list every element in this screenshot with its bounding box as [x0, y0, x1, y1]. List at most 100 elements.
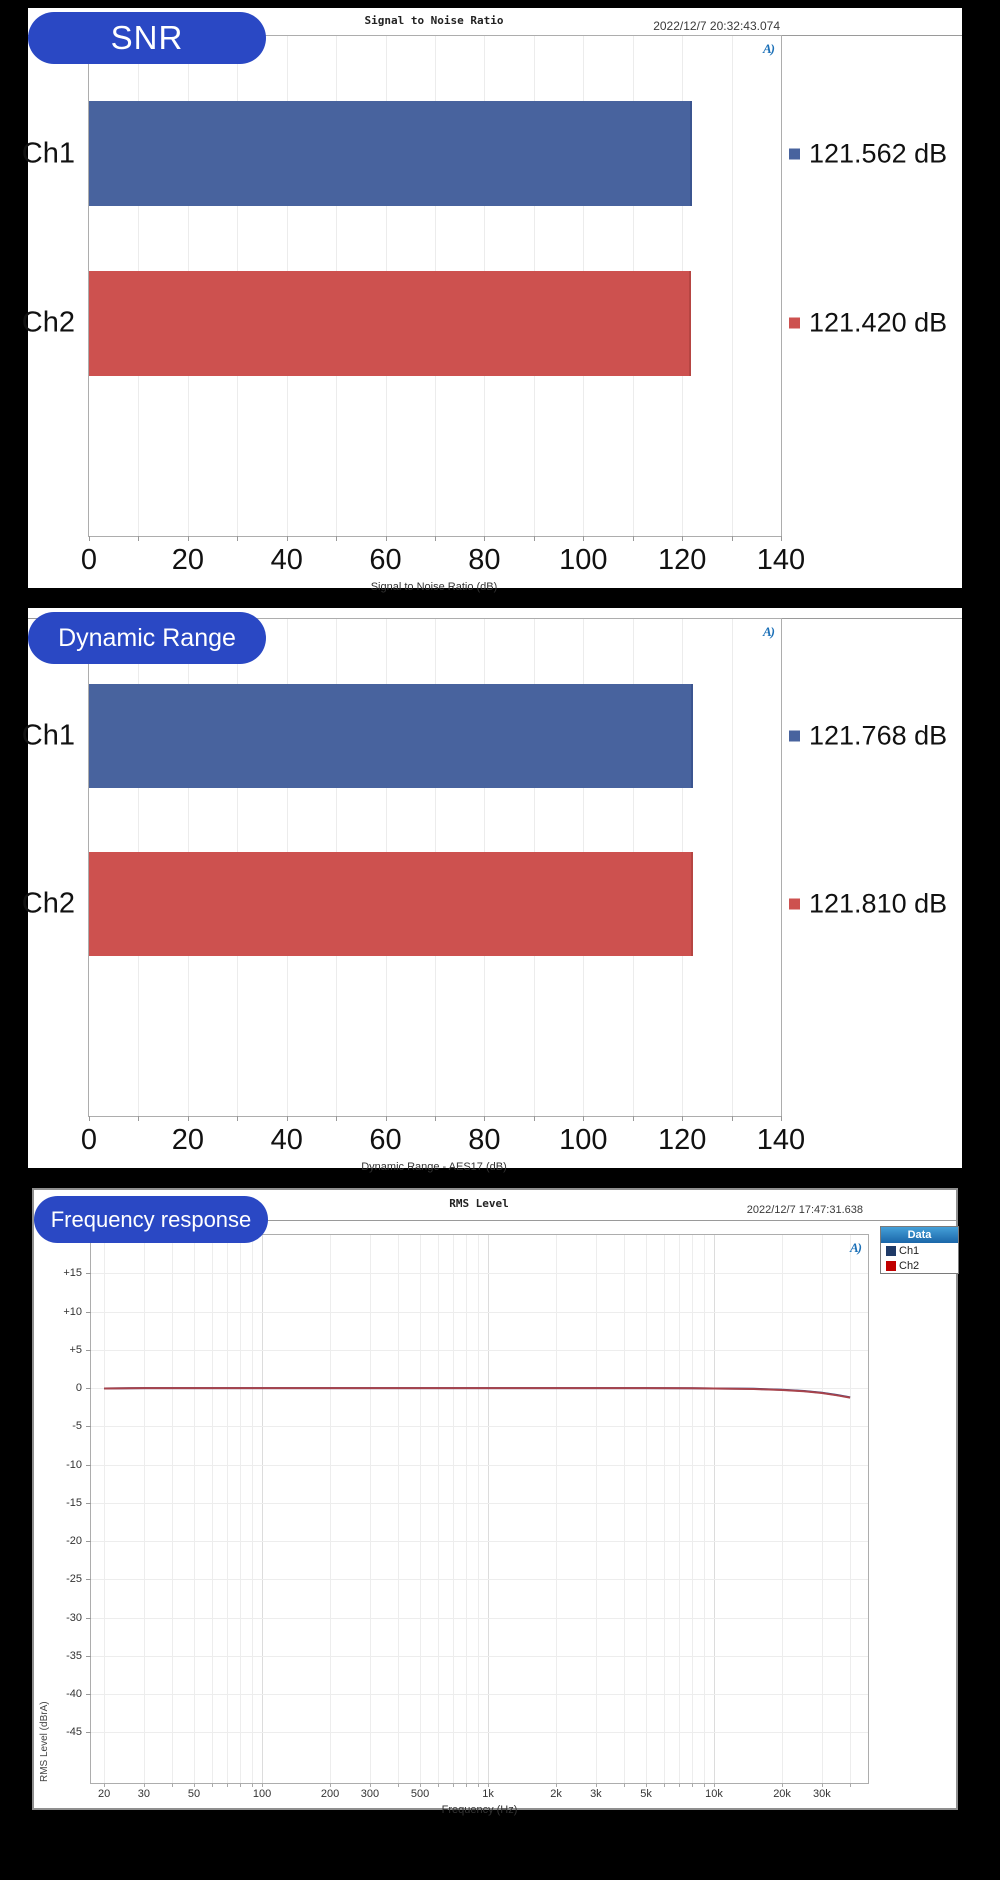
- legend-item-ch1[interactable]: Ch1: [881, 1243, 958, 1258]
- x-tick-mark: [420, 1783, 422, 1787]
- legend-title: Data: [881, 1227, 958, 1243]
- x-tick-label: 3k: [590, 1788, 602, 1800]
- gridline-v: [646, 1235, 648, 1783]
- x-tick-mark: [484, 1116, 486, 1121]
- x-tick-mark: [286, 1116, 288, 1121]
- x-tick-label: 50: [187, 1788, 201, 1800]
- gridline-v: [488, 1235, 490, 1783]
- dynamic-range-badge: Dynamic Range: [28, 612, 266, 664]
- x-tick-mark: [453, 1783, 455, 1787]
- gridline-v: [703, 1235, 705, 1783]
- ch2-swatch-icon: [886, 1261, 896, 1271]
- gridline-v: [227, 1235, 229, 1783]
- y-tick-label: -45: [66, 1726, 82, 1739]
- y-tick-label: -15: [66, 1496, 82, 1509]
- x-tick-mark: [227, 1783, 229, 1787]
- x-tick-label: 20: [171, 544, 204, 576]
- x-tick-mark: [679, 1783, 681, 1787]
- gridline-h: [91, 1349, 868, 1351]
- x-tick-mark: [187, 536, 189, 541]
- x-tick-mark: [595, 1783, 597, 1787]
- category-label: Ch1: [21, 719, 75, 752]
- x-tick-mark: [435, 536, 436, 541]
- y-tick-mark: [86, 1541, 91, 1543]
- x-tick-label: 5k: [640, 1788, 652, 1800]
- gridline-v: [850, 1235, 852, 1783]
- gridline-v: [240, 1235, 242, 1783]
- bar-ch2: [89, 852, 694, 957]
- x-tick-mark: [781, 1116, 782, 1121]
- gridline-h: [91, 1732, 868, 1734]
- x-tick-mark: [484, 536, 486, 541]
- y-axis-title: RMS Level (dBrA): [39, 1701, 50, 1782]
- gridline-v: [420, 1235, 422, 1783]
- y-tick-mark: [86, 1694, 91, 1696]
- x-tick-mark: [437, 1783, 439, 1787]
- bar-ch2: [89, 270, 692, 376]
- x-tick-mark: [731, 1116, 733, 1121]
- x-tick-label: 10k: [705, 1788, 723, 1800]
- badge-label: Dynamic Range: [58, 623, 236, 652]
- x-tick-mark: [632, 536, 634, 541]
- x-tick-label: 100: [559, 544, 608, 576]
- gridline-h: [91, 1273, 868, 1275]
- legend-item-ch2[interactable]: Ch2: [881, 1258, 958, 1273]
- x-tick-mark: [143, 1783, 145, 1787]
- y-tick-mark: [86, 1311, 91, 1313]
- gridline-v: [194, 1235, 196, 1783]
- x-tick-label: 40: [270, 544, 303, 576]
- x-tick-mark: [369, 1783, 371, 1787]
- x-tick-label: 60: [369, 1124, 402, 1156]
- timestamp: 2022/12/7 17:47:31.638: [746, 1204, 863, 1216]
- dynamic-range-panel: Dynamic Range A) 0 20 40 60 80 100 120 140 Ch1 12…: [22, 608, 962, 1173]
- audio-precision-logo-icon: A): [763, 41, 775, 56]
- y-tick-mark: [86, 1464, 91, 1466]
- value-label: 121.810 dB: [809, 888, 948, 919]
- gridline-v: [453, 1235, 455, 1783]
- y-tick-label: -25: [66, 1573, 82, 1586]
- category-label: Ch1: [21, 137, 75, 169]
- x-tick-mark: [821, 1783, 823, 1787]
- gridline-h: [91, 1541, 868, 1543]
- x-tick-mark: [488, 1783, 490, 1787]
- x-tick-mark: [330, 1783, 332, 1787]
- gridline-v: [663, 1235, 665, 1783]
- x-tick-label: 20: [171, 1124, 204, 1156]
- x-axis-title: Frequency (Hz): [441, 1804, 518, 1816]
- x-tick-label: 20k: [773, 1788, 791, 1800]
- x-tick-label: 30: [137, 1788, 151, 1800]
- x-tick-label: 80: [468, 544, 501, 576]
- x-tick-mark: [138, 1116, 140, 1121]
- x-tick-label: 30k: [812, 1788, 831, 1800]
- frequency-response-panel: RMS Level 2022/12/7 17:47:31.638 Frequen…: [32, 1188, 959, 1816]
- x-tick-mark: [172, 1783, 174, 1787]
- x-tick-mark: [138, 536, 140, 541]
- x-tick-mark: [624, 1783, 626, 1787]
- x-tick-mark: [89, 536, 90, 541]
- gridline-h: [91, 1311, 868, 1313]
- value-marker-icon: [789, 730, 800, 742]
- x-tick-mark: [556, 1783, 558, 1787]
- x-tick-label: 120: [657, 1124, 707, 1156]
- gridline-v: [595, 1235, 597, 1783]
- x-tick-mark: [731, 536, 733, 541]
- gridline-v: [821, 1235, 823, 1783]
- gridline-v: [556, 1235, 558, 1783]
- y-tick-mark: [86, 1388, 91, 1390]
- gridline-v: [251, 1235, 253, 1783]
- x-tick-mark: [237, 1116, 239, 1121]
- x-tick-label: 140: [756, 544, 806, 576]
- value-label: 121.420 dB: [809, 307, 948, 338]
- x-tick-label: 300: [360, 1788, 380, 1800]
- gridline-v: [624, 1235, 626, 1783]
- y-tick-label: +15: [63, 1267, 82, 1280]
- gridline-v: [398, 1235, 400, 1783]
- badge-label: SNR: [110, 19, 184, 56]
- gridline-v: [262, 1235, 264, 1783]
- x-tick-label: 80: [468, 1124, 501, 1156]
- x-tick-mark: [194, 1783, 196, 1787]
- chart-title: Signal to Noise Ratio: [364, 14, 504, 27]
- gridline-v: [692, 1235, 694, 1783]
- x-tick-mark: [781, 536, 782, 541]
- y-tick-label: -5: [72, 1420, 82, 1433]
